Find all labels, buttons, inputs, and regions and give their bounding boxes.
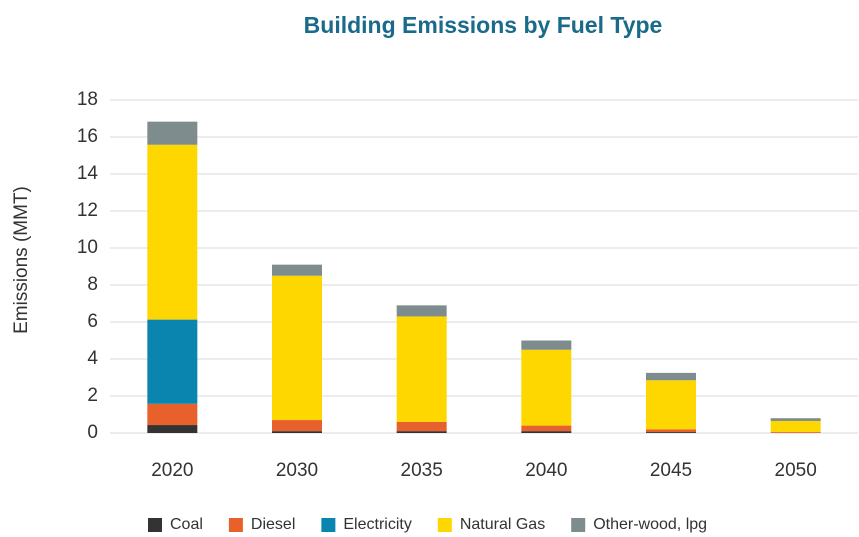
y-tick-label: 0	[87, 422, 98, 443]
bar-segment	[272, 431, 322, 433]
legend-swatch	[321, 518, 336, 532]
bar-segment	[770, 420, 821, 433]
bar-segment	[646, 380, 696, 430]
bar-segment	[272, 420, 322, 432]
legend-label: Other-wood, lpg	[593, 516, 707, 533]
bar-segment	[396, 305, 447, 317]
bar-segment	[646, 432, 696, 433]
y-axis-label: Emissions (MMT)	[11, 186, 32, 334]
legend-label: Diesel	[251, 516, 295, 533]
bar-segment	[147, 319, 198, 404]
legend-swatch	[437, 518, 452, 532]
y-tick-label: 18	[77, 89, 98, 110]
y-tick-label: 14	[77, 163, 99, 184]
legend-label: Natural Gas	[460, 516, 545, 533]
y-tick-label: 6	[87, 311, 98, 332]
bar-segment	[646, 372, 696, 381]
y-tick-label: 10	[77, 237, 98, 258]
y-tick-label: 2	[87, 385, 98, 406]
y-tick-label: 12	[77, 200, 98, 221]
bar-segment	[770, 418, 821, 421]
bar-segment	[521, 349, 572, 426]
bar-segment	[521, 340, 572, 350]
bar-segment	[147, 121, 198, 145]
bar-segment	[272, 264, 322, 276]
bar-segment	[396, 421, 447, 432]
bar-segment	[396, 316, 447, 422]
x-tick-label: 2035	[401, 460, 443, 481]
bar-segment	[147, 403, 198, 426]
legend-label: Coal	[170, 516, 203, 533]
y-tick-label: 16	[77, 126, 98, 147]
y-tick-label: 4	[87, 348, 98, 369]
legend-label: Electricity	[343, 516, 411, 533]
bar-segment	[521, 431, 572, 433]
bar-segment	[770, 432, 821, 433]
legend-swatch	[571, 518, 586, 532]
bar-segment	[147, 425, 198, 433]
bar-segment	[396, 431, 447, 433]
y-tick-label: 8	[87, 274, 98, 295]
x-tick-label: 2020	[151, 460, 193, 481]
bar-segment	[272, 275, 322, 421]
legend-swatch	[228, 518, 243, 532]
chart-title: Building Emissions by Fuel Type	[304, 12, 663, 38]
x-tick-label: 2040	[525, 460, 567, 481]
bar-segment	[147, 144, 198, 320]
x-tick-label: 2030	[276, 460, 318, 481]
bar-segment	[646, 429, 696, 433]
legend-swatch	[148, 518, 162, 532]
bar-segment	[521, 425, 572, 432]
x-tick-label: 2045	[650, 460, 692, 481]
x-tick-label: 2050	[775, 460, 817, 481]
